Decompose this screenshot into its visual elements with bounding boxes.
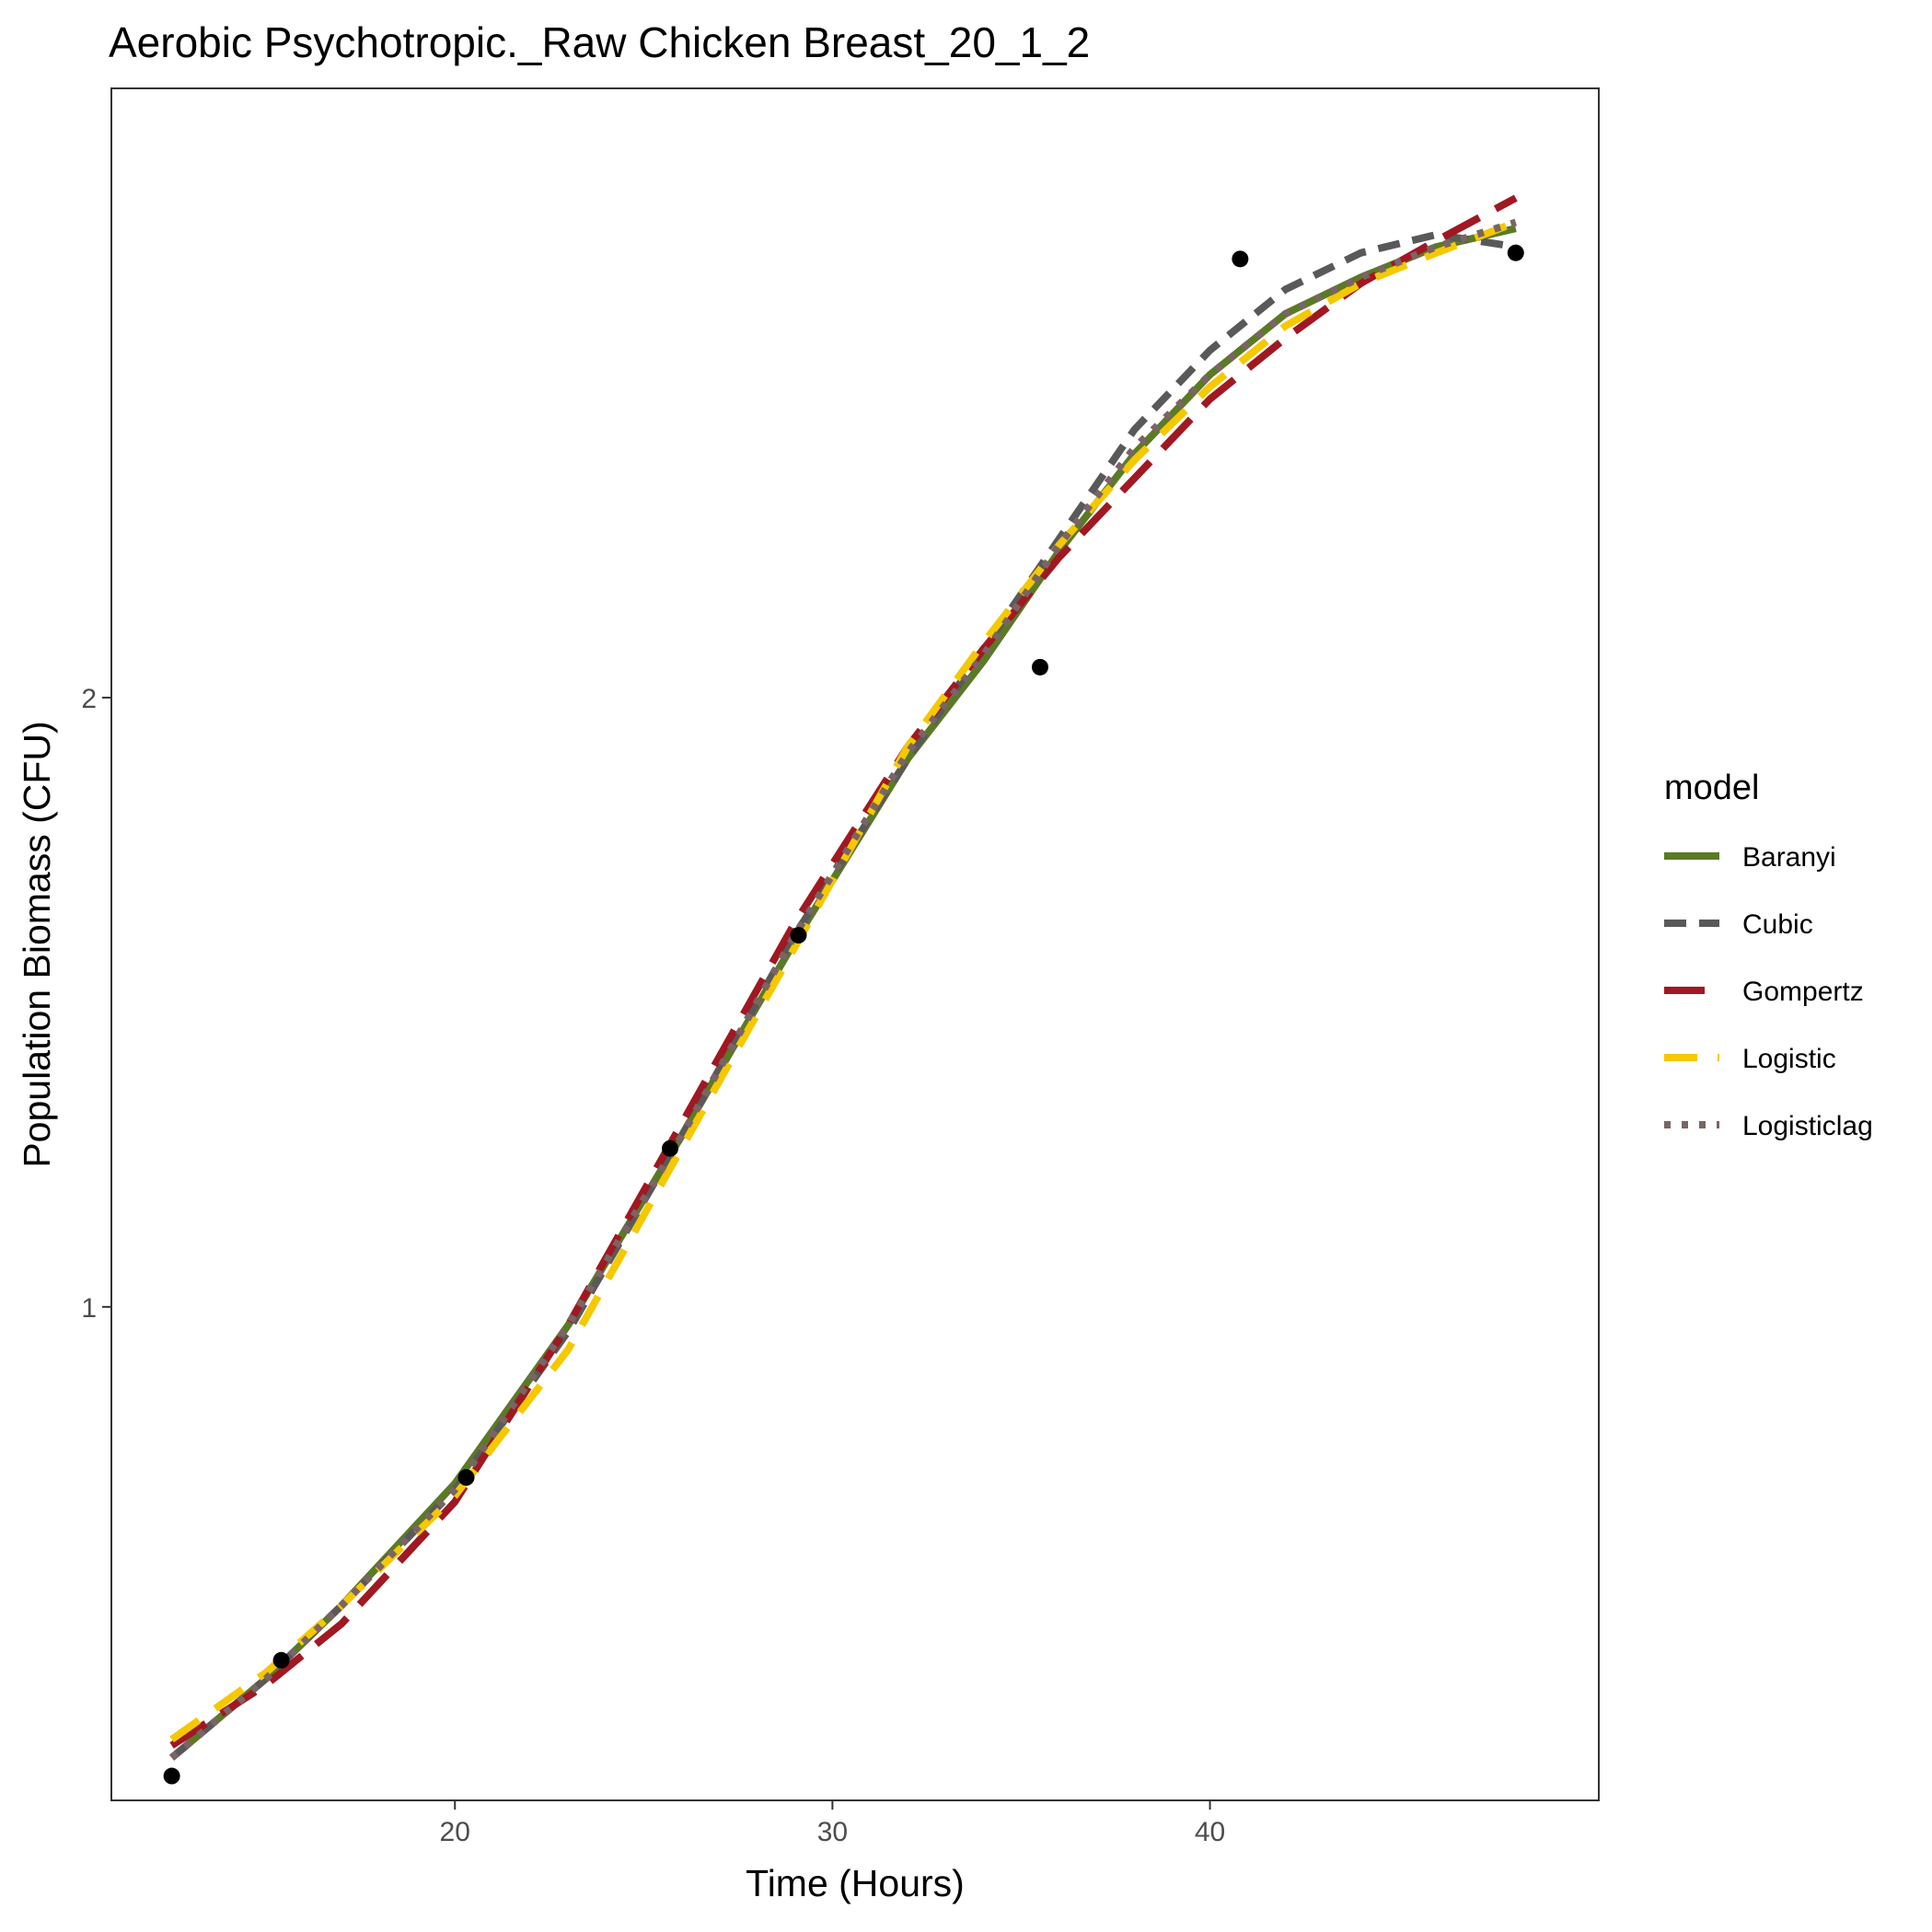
legend-label: Logistic (1742, 1044, 1836, 1074)
data-point (1232, 250, 1249, 268)
legend: model Baranyi Cubic Gompertz Logistic Logist… (1664, 769, 1873, 1141)
data-point (662, 1140, 679, 1157)
y-axis-title: Population Biomass (CFU) (16, 721, 58, 1167)
data-point (163, 1767, 180, 1785)
series-line-logistic (169, 218, 1518, 1743)
legend-item-logisticlag: Logisticlag (1664, 1111, 1873, 1141)
x-axis: 20 30 40 (440, 1800, 1225, 1847)
legend-item-logistic: Logistic (1664, 1044, 1836, 1074)
data-point (457, 1469, 475, 1487)
data-points (163, 244, 1524, 1785)
y-axis: 12 (81, 684, 111, 1324)
data-point (1507, 244, 1524, 261)
legend-label: Gompertz (1742, 977, 1864, 1007)
data-point (1031, 658, 1048, 676)
series-line-logisticlag (169, 218, 1517, 1761)
y-tick-label: 1 (81, 1293, 97, 1324)
series-line-cubic (169, 230, 1517, 1761)
series-lines (169, 194, 1518, 1761)
data-point (272, 1651, 290, 1669)
legend-item-baranyi: Baranyi (1664, 842, 1836, 873)
plot-panel (110, 87, 1600, 1801)
x-axis-title: Time (Hours) (746, 1862, 965, 1904)
y-tick-label: 2 (81, 684, 97, 714)
legend-item-gompertz: Gompertz (1664, 977, 1864, 1007)
legend-label: Logisticlag (1742, 1111, 1873, 1141)
x-tick-label: 30 (817, 1817, 848, 1847)
legend-label: Baranyi (1742, 842, 1836, 873)
x-tick-label: 20 (440, 1817, 470, 1847)
x-tick-label: 40 (1195, 1817, 1225, 1847)
chart-title: Aerobic Psychotropic._Raw Chicken Breast… (109, 18, 1090, 66)
data-point (790, 927, 807, 944)
legend-title: model (1664, 769, 1760, 807)
legend-item-cubic: Cubic (1664, 909, 1813, 940)
legend-label: Cubic (1742, 909, 1813, 940)
